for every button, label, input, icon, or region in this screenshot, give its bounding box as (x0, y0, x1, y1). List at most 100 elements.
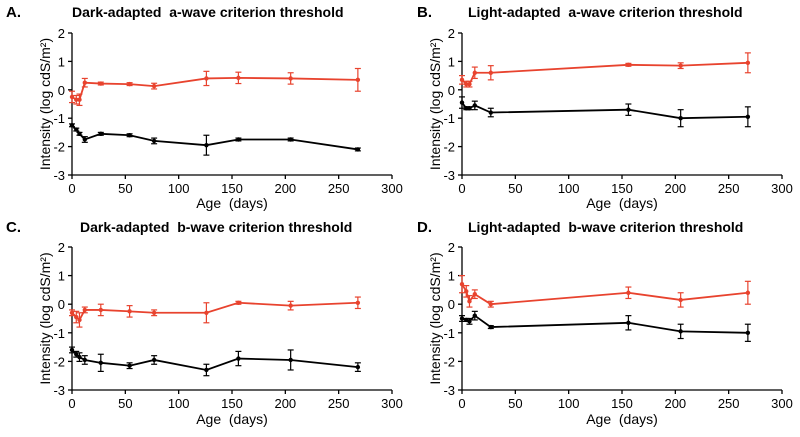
data-point (626, 290, 631, 295)
y-tick-label: 1 (448, 54, 455, 69)
y-tick-label: -2 (443, 354, 455, 369)
data-point (77, 354, 82, 360)
data-point (69, 123, 75, 128)
series-red (69, 67, 361, 107)
x-tick-label: 150 (221, 181, 243, 196)
y-tick-label: 1 (448, 269, 455, 284)
x-tick-label: 200 (274, 396, 296, 411)
data-point (472, 291, 477, 297)
data-point (288, 76, 293, 81)
x-tick-label: 100 (168, 396, 190, 411)
data-point (678, 329, 683, 334)
data-point (77, 131, 82, 137)
panel-letter: A. (6, 4, 21, 21)
x-axis-label: Age (days) (586, 195, 658, 211)
panel-letter: C. (6, 219, 21, 236)
y-tick-label: 2 (58, 240, 65, 255)
data-point (151, 357, 157, 363)
series-red (459, 52, 751, 88)
y-tick-label: -1 (443, 326, 455, 341)
series-black (459, 310, 751, 342)
data-point (77, 97, 82, 102)
series-line-red (71, 76, 358, 101)
data-point (74, 97, 79, 102)
data-point (488, 324, 493, 330)
y-tick-label: -3 (53, 168, 65, 183)
x-tick-label: 50 (508, 396, 522, 411)
series-line-black (461, 102, 748, 120)
x-tick-label: 200 (664, 181, 686, 196)
data-point (204, 142, 209, 148)
data-point (288, 357, 293, 363)
y-tick-label: 0 (448, 83, 455, 98)
y-tick-label: -3 (53, 383, 65, 398)
y-tick-label: -3 (443, 168, 455, 183)
chart-panel-4: D. Light-adapted b-wave criterion thresho… (417, 219, 793, 427)
x-tick-label: 300 (381, 181, 403, 196)
series-red (69, 296, 361, 328)
y-tick-label: 0 (58, 83, 65, 98)
data-point (488, 70, 493, 75)
chart-panel-1: A. Dark-adapted a-wave criterion threshol… (6, 4, 403, 211)
y-tick-label: -1 (53, 326, 65, 341)
data-point (82, 357, 88, 363)
data-point (459, 316, 465, 321)
data-point (151, 310, 157, 315)
data-point (127, 81, 132, 87)
data-point (69, 347, 75, 353)
y-tick-label: -3 (443, 383, 455, 398)
data-point (459, 100, 465, 105)
x-axis-label: Age (days) (586, 411, 658, 427)
data-point (355, 147, 361, 152)
data-point (74, 314, 79, 320)
data-point (98, 307, 104, 313)
x-tick-label: 200 (274, 181, 296, 196)
data-point (98, 81, 104, 86)
data-point (626, 320, 631, 325)
data-point (459, 281, 465, 287)
data-point (69, 310, 75, 315)
y-tick-label: 2 (448, 240, 455, 255)
data-point (745, 330, 751, 335)
data-point (204, 367, 209, 373)
data-point (464, 81, 469, 87)
panel-letter: B. (417, 4, 432, 21)
y-tick-label: 1 (58, 54, 65, 69)
x-axis-label: Age (days) (196, 411, 268, 427)
data-point (288, 137, 293, 142)
data-point (467, 319, 472, 324)
y-tick-label: -2 (443, 140, 455, 155)
data-point (488, 110, 493, 115)
x-tick-label: 100 (558, 181, 580, 196)
series-line-red (71, 301, 358, 322)
data-point (626, 107, 631, 112)
x-tick-label: 100 (168, 181, 190, 196)
y-tick-label: 1 (58, 269, 65, 284)
y-tick-label: -1 (53, 111, 65, 126)
data-point (98, 360, 104, 366)
chart-panel-2: B. Light-adapted a-wave criterion thresho… (417, 4, 793, 211)
x-tick-label: 150 (611, 181, 633, 196)
x-tick-label: 250 (718, 396, 740, 411)
chart-title: Light-adapted a-wave criterion threshold (468, 4, 743, 20)
x-tick-label: 100 (558, 396, 580, 411)
x-tick-label: 50 (118, 396, 132, 411)
series-line-black (461, 314, 748, 334)
data-point (678, 63, 683, 68)
data-point (77, 317, 82, 323)
series-line-black (71, 349, 358, 371)
data-point (745, 60, 751, 66)
series-black (69, 123, 361, 156)
data-point (127, 133, 132, 138)
x-tick-label: 150 (611, 396, 633, 411)
data-point (127, 363, 132, 368)
x-tick-label: 250 (328, 181, 350, 196)
y-tick-label: -1 (443, 111, 455, 126)
data-point (82, 137, 88, 142)
y-tick-label: -2 (53, 354, 65, 369)
chart-panel-3: C. Dark-adapted b-wave criterion threshol… (6, 219, 403, 427)
data-point (82, 80, 88, 85)
data-point (355, 364, 361, 370)
x-tick-label: 150 (221, 396, 243, 411)
